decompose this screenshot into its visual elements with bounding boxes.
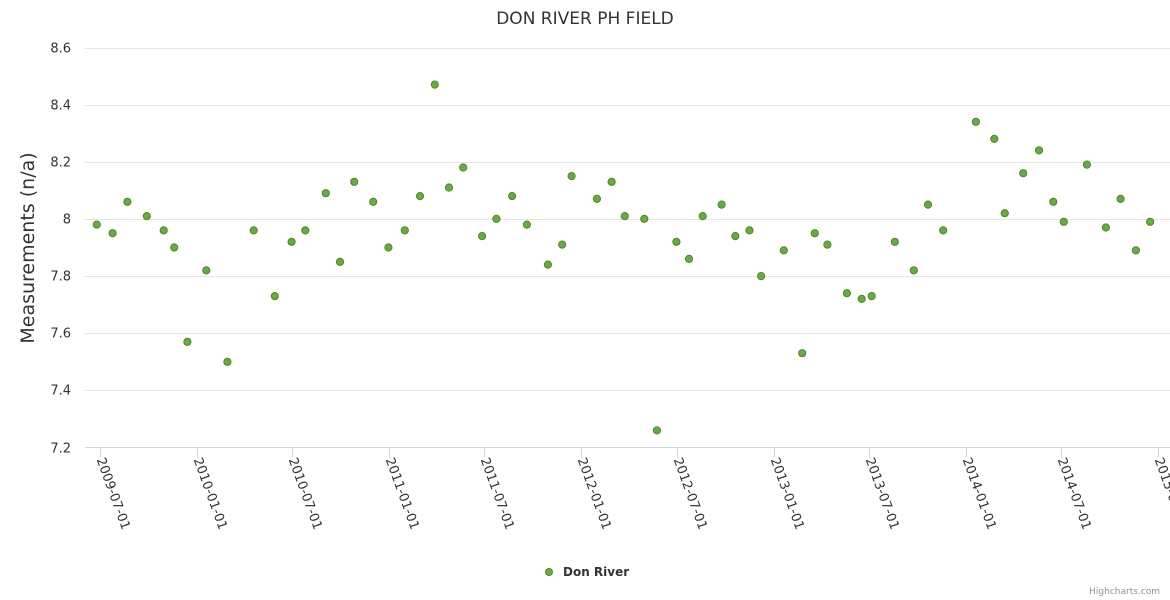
- legend-item-don-river[interactable]: Don River: [563, 565, 629, 579]
- data-point[interactable]: [1034, 146, 1044, 155]
- data-point[interactable]: [1116, 194, 1125, 203]
- data-point[interactable]: [717, 200, 726, 209]
- data-point[interactable]: [1131, 246, 1141, 255]
- data-point[interactable]: [798, 349, 807, 358]
- data-point[interactable]: [123, 197, 132, 206]
- data-point[interactable]: [249, 226, 258, 235]
- data-point[interactable]: [1049, 197, 1058, 206]
- credits-link[interactable]: Highcharts.com: [1089, 587, 1160, 597]
- data-point[interactable]: [170, 243, 179, 252]
- data-point[interactable]: [335, 257, 345, 266]
- data-point[interactable]: [1082, 160, 1092, 169]
- data-point[interactable]: [159, 226, 168, 235]
- y-tick-label: 8.4: [50, 99, 71, 114]
- y-tick-label: 8.2: [50, 156, 71, 171]
- data-point[interactable]: [592, 194, 602, 203]
- y-tick-label: 7.4: [50, 384, 71, 399]
- data-point[interactable]: [640, 214, 649, 223]
- data-point[interactable]: [507, 192, 517, 201]
- data-point[interactable]: [400, 226, 409, 235]
- data-point[interactable]: [684, 254, 694, 263]
- data-point[interactable]: [779, 246, 788, 255]
- data-point[interactable]: [731, 232, 740, 241]
- data-point[interactable]: [142, 212, 151, 221]
- data-point[interactable]: [430, 80, 439, 89]
- data-point[interactable]: [270, 292, 279, 301]
- series-don-river[interactable]: [92, 80, 1155, 435]
- y-axis-labels: 7.2 7.4 7.6 7.8 8 8.2 8.4 8.6: [50, 42, 71, 457]
- data-point[interactable]: [620, 212, 629, 221]
- data-point[interactable]: [478, 232, 487, 241]
- data-point[interactable]: [823, 240, 832, 249]
- y-tick-label: 7.2: [50, 442, 71, 457]
- data-point[interactable]: [567, 172, 576, 181]
- data-point[interactable]: [558, 240, 567, 249]
- data-point[interactable]: [842, 289, 852, 298]
- data-point[interactable]: [543, 260, 553, 269]
- chart-title: DON RIVER PH FIELD: [496, 9, 674, 29]
- data-point[interactable]: [183, 337, 192, 346]
- data-point[interactable]: [350, 177, 359, 186]
- data-point[interactable]: [971, 117, 981, 126]
- data-point[interactable]: [857, 294, 866, 303]
- data-point[interactable]: [202, 266, 211, 275]
- y-axis-title: Measurements (n/a): [17, 152, 39, 343]
- data-point[interactable]: [108, 229, 117, 238]
- data-point[interactable]: [757, 272, 766, 281]
- y-tick-label: 7.8: [50, 270, 71, 285]
- data-point[interactable]: [301, 226, 310, 235]
- y-tick-label: 8.6: [50, 42, 71, 57]
- data-point[interactable]: [652, 426, 662, 435]
- data-point[interactable]: [444, 183, 454, 192]
- data-point[interactable]: [459, 163, 468, 172]
- data-point[interactable]: [1059, 217, 1068, 226]
- data-point[interactable]: [223, 357, 232, 366]
- data-point[interactable]: [909, 266, 918, 275]
- legend-marker[interactable]: [545, 568, 553, 576]
- data-point[interactable]: [1019, 169, 1028, 178]
- data-point[interactable]: [1101, 223, 1111, 232]
- y-tick-label: 8: [63, 213, 71, 228]
- y-tick-label: 7.6: [50, 327, 71, 342]
- legend[interactable]: Don River: [545, 565, 630, 579]
- data-point[interactable]: [890, 237, 899, 246]
- data-point[interactable]: [867, 292, 876, 301]
- data-point[interactable]: [492, 214, 501, 223]
- data-point[interactable]: [369, 197, 378, 206]
- data-point[interactable]: [923, 200, 933, 209]
- data-point[interactable]: [939, 226, 948, 235]
- data-point[interactable]: [92, 220, 101, 229]
- data-point[interactable]: [698, 212, 707, 221]
- data-point[interactable]: [287, 237, 296, 246]
- data-point[interactable]: [415, 192, 425, 201]
- grid-lines: [85, 48, 1170, 391]
- data-point[interactable]: [1146, 217, 1155, 226]
- data-point[interactable]: [522, 220, 532, 229]
- data-point[interactable]: [1000, 209, 1009, 218]
- data-point[interactable]: [990, 134, 999, 143]
- data-point[interactable]: [321, 189, 330, 198]
- data-point[interactable]: [384, 243, 393, 252]
- data-point[interactable]: [745, 226, 754, 235]
- data-point[interactable]: [672, 237, 681, 246]
- data-point[interactable]: [607, 177, 616, 186]
- data-point[interactable]: [810, 229, 819, 238]
